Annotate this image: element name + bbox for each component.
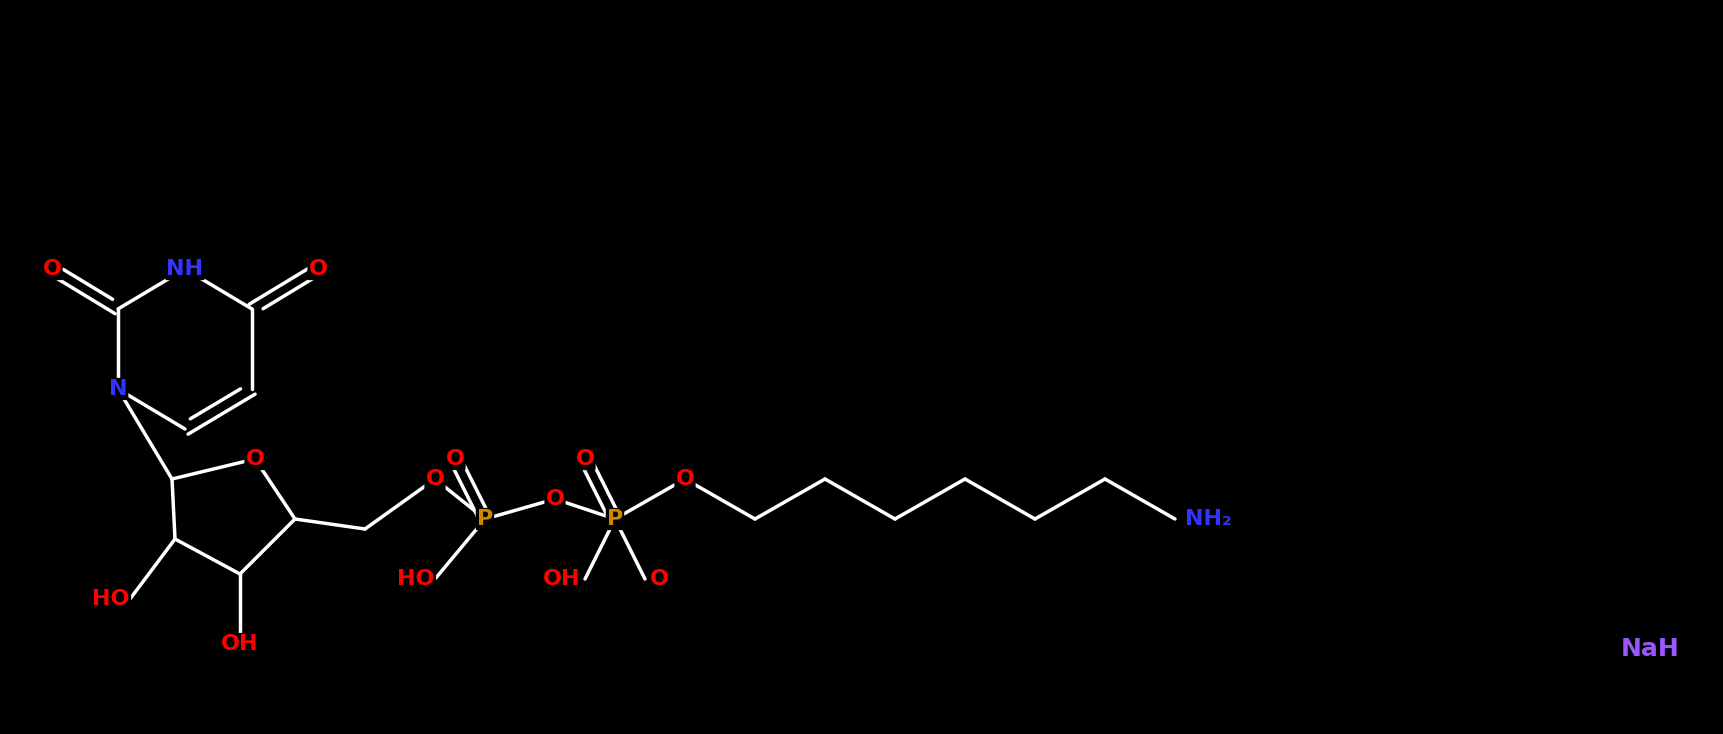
Text: O: O bbox=[575, 449, 594, 469]
Text: HO: HO bbox=[93, 589, 129, 609]
Text: N: N bbox=[109, 379, 128, 399]
Text: OH: OH bbox=[543, 569, 581, 589]
Text: O: O bbox=[675, 469, 694, 489]
Text: NH₂: NH₂ bbox=[1185, 509, 1232, 529]
Text: O: O bbox=[426, 469, 445, 489]
Text: OH: OH bbox=[221, 634, 258, 654]
Text: O: O bbox=[546, 489, 565, 509]
Text: P: P bbox=[477, 509, 493, 529]
Text: NH: NH bbox=[167, 259, 203, 279]
Text: NaH: NaH bbox=[1621, 637, 1680, 661]
Text: O: O bbox=[446, 449, 465, 469]
Text: O: O bbox=[308, 259, 327, 279]
Text: O: O bbox=[245, 449, 265, 469]
Text: HO: HO bbox=[398, 569, 434, 589]
Text: O: O bbox=[43, 259, 62, 279]
Text: P: P bbox=[606, 509, 624, 529]
Text: O: O bbox=[650, 569, 669, 589]
